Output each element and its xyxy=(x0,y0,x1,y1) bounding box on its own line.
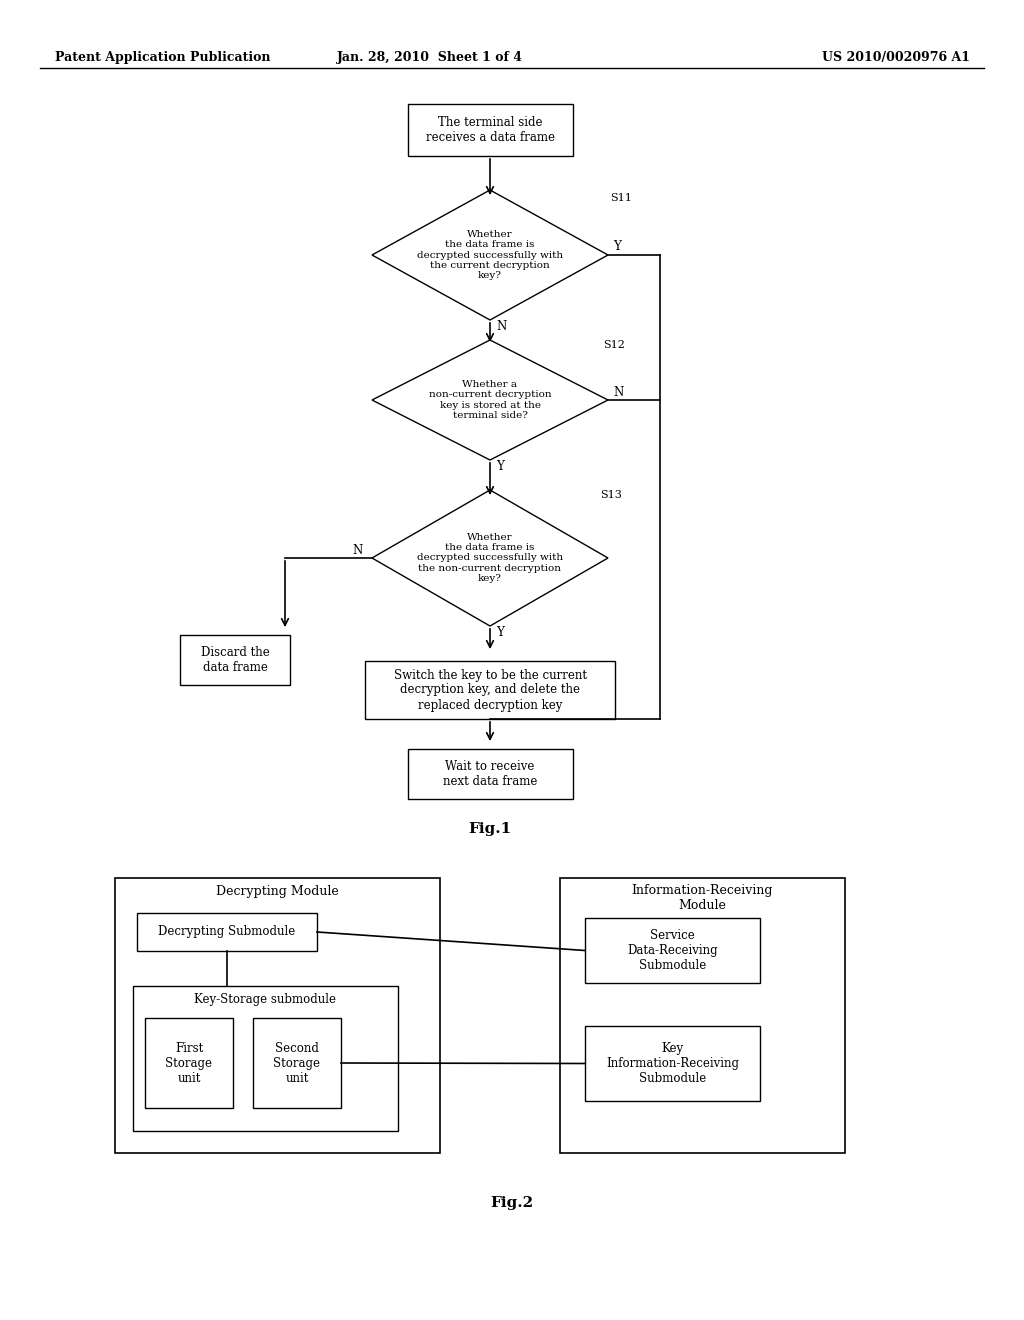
Text: Wait to receive
next data frame: Wait to receive next data frame xyxy=(442,760,538,788)
Text: Y: Y xyxy=(613,240,621,253)
Text: Second
Storage
unit: Second Storage unit xyxy=(273,1041,321,1085)
Bar xyxy=(145,1018,233,1107)
Text: S11: S11 xyxy=(610,193,632,203)
Text: Discard the
data frame: Discard the data frame xyxy=(201,645,269,675)
Text: Key-Storage submodule: Key-Storage submodule xyxy=(195,994,337,1006)
Bar xyxy=(365,661,615,719)
Bar xyxy=(115,878,440,1152)
Text: Whether a
non-current decryption
key is stored at the
terminal side?: Whether a non-current decryption key is … xyxy=(429,380,551,420)
Text: N: N xyxy=(613,385,624,399)
Bar xyxy=(585,917,760,983)
Polygon shape xyxy=(372,490,608,626)
Polygon shape xyxy=(372,341,608,459)
Text: Decrypting Submodule: Decrypting Submodule xyxy=(159,925,296,939)
Bar xyxy=(408,104,572,156)
Text: Switch the key to be the current
decryption key, and delete the
replaced decrypt: Switch the key to be the current decrypt… xyxy=(393,668,587,711)
Text: N: N xyxy=(496,319,506,333)
Text: Decrypting Module: Decrypting Module xyxy=(216,886,339,899)
Text: N: N xyxy=(352,544,362,557)
Text: Whether
the data frame is
decrypted successfully with
the non-current decryption: Whether the data frame is decrypted succ… xyxy=(417,533,563,583)
Text: Patent Application Publication: Patent Application Publication xyxy=(55,50,270,63)
Polygon shape xyxy=(372,190,608,319)
Text: S13: S13 xyxy=(600,490,622,500)
Text: Service
Data-Receiving
Submodule: Service Data-Receiving Submodule xyxy=(627,929,718,972)
Bar xyxy=(180,635,290,685)
Text: Y: Y xyxy=(496,459,504,473)
Text: Key
Information-Receiving
Submodule: Key Information-Receiving Submodule xyxy=(606,1041,739,1085)
Bar xyxy=(133,986,398,1131)
Text: Fig.1: Fig.1 xyxy=(468,822,512,836)
Bar xyxy=(253,1018,341,1107)
Text: Y: Y xyxy=(496,626,504,639)
Bar xyxy=(585,1026,760,1101)
Text: Whether
the data frame is
decrypted successfully with
the current decryption
key: Whether the data frame is decrypted succ… xyxy=(417,230,563,280)
Text: Information-Receiving
Module: Information-Receiving Module xyxy=(632,884,773,912)
Text: The terminal side
receives a data frame: The terminal side receives a data frame xyxy=(426,116,555,144)
Bar xyxy=(137,913,317,950)
Text: S12: S12 xyxy=(603,341,625,350)
Bar xyxy=(408,748,572,799)
Bar xyxy=(560,878,845,1152)
Text: Jan. 28, 2010  Sheet 1 of 4: Jan. 28, 2010 Sheet 1 of 4 xyxy=(337,50,523,63)
Text: US 2010/0020976 A1: US 2010/0020976 A1 xyxy=(822,50,970,63)
Text: First
Storage
unit: First Storage unit xyxy=(166,1041,213,1085)
Text: Fig.2: Fig.2 xyxy=(490,1196,534,1210)
